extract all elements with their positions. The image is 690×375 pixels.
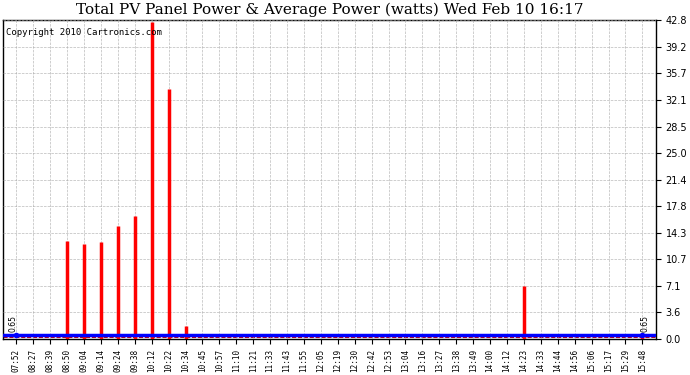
Text: 0.65: 0.65 [640, 315, 649, 332]
Text: Copyright 2010 Cartronics.com: Copyright 2010 Cartronics.com [6, 28, 162, 37]
Title: Total PV Panel Power & Average Power (watts) Wed Feb 10 16:17: Total PV Panel Power & Average Power (wa… [76, 3, 583, 17]
Text: 0.65: 0.65 [8, 315, 17, 332]
